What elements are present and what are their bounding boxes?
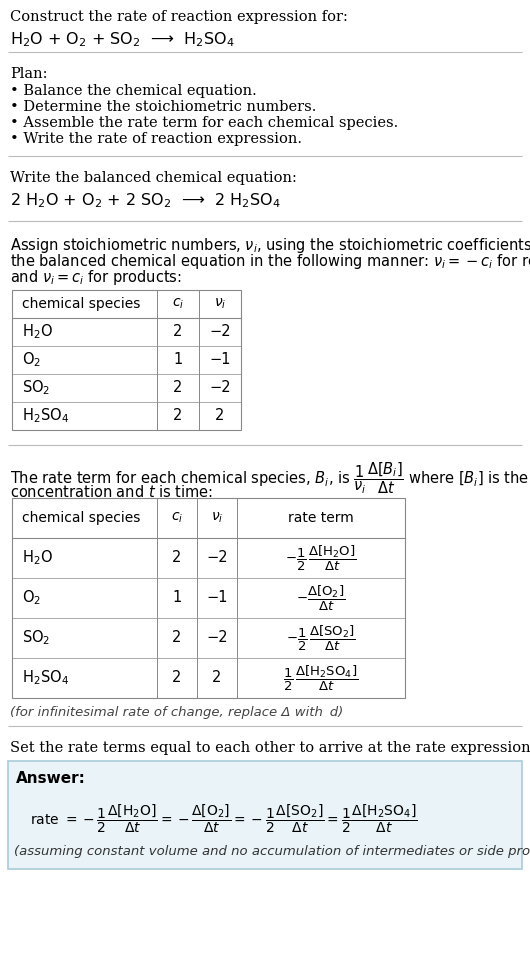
Text: $\dfrac{1}{2}\,\dfrac{\Delta[\mathregular{H_2SO_4}]}{\Delta t}$: $\dfrac{1}{2}\,\dfrac{\Delta[\mathregula…: [284, 663, 359, 693]
Text: chemical species: chemical species: [22, 297, 140, 311]
Text: $\mathregular{SO_2}$: $\mathregular{SO_2}$: [22, 378, 50, 397]
Text: 2: 2: [172, 670, 182, 685]
Text: −2: −2: [209, 380, 231, 396]
Text: $\mathregular{H_2O}$: $\mathregular{H_2O}$: [22, 322, 53, 341]
Text: 2: 2: [172, 630, 182, 646]
Text: chemical species: chemical species: [22, 511, 140, 525]
Text: the balanced chemical equation in the following manner: $\nu_i = -c_i$ for react: the balanced chemical equation in the fo…: [10, 252, 530, 271]
Text: Assign stoichiometric numbers, $\nu_i$, using the stoichiometric coefficients, $: Assign stoichiometric numbers, $\nu_i$, …: [10, 236, 530, 255]
Text: Plan:: Plan:: [10, 67, 48, 81]
Text: $\mathregular{SO_2}$: $\mathregular{SO_2}$: [22, 628, 50, 648]
Text: −2: −2: [206, 630, 228, 646]
Text: 1: 1: [173, 353, 183, 368]
Text: • Assemble the rate term for each chemical species.: • Assemble the rate term for each chemic…: [10, 116, 398, 130]
Text: $\mathregular{H_2O}$ + $\mathregular{O_2}$ + $\mathregular{SO_2}$  ⟶  $\mathregu: $\mathregular{H_2O}$ + $\mathregular{O_2…: [10, 30, 235, 49]
Bar: [12, 290, 241, 430]
Text: The rate term for each chemical species, $B_i$, is $\dfrac{1}{\nu_i}\dfrac{\Delt: The rate term for each chemical species,…: [10, 460, 530, 496]
Text: rate term: rate term: [288, 511, 354, 525]
Text: $\nu_i$: $\nu_i$: [214, 297, 226, 312]
Text: $c_i$: $c_i$: [172, 297, 184, 312]
Text: Construct the rate of reaction expression for:: Construct the rate of reaction expressio…: [10, 10, 348, 24]
Text: (for infinitesimal rate of change, replace Δ with  d): (for infinitesimal rate of change, repla…: [10, 706, 343, 719]
Text: $\mathregular{H_2SO_4}$: $\mathregular{H_2SO_4}$: [22, 668, 69, 687]
Text: $-\dfrac{\Delta[\mathregular{O_2}]}{\Delta t}$: $-\dfrac{\Delta[\mathregular{O_2}]}{\Del…: [296, 583, 346, 612]
Text: Write the balanced chemical equation:: Write the balanced chemical equation:: [10, 171, 297, 185]
Text: • Determine the stoichiometric numbers.: • Determine the stoichiometric numbers.: [10, 100, 316, 114]
Text: −2: −2: [209, 324, 231, 339]
Text: $\nu_i$: $\nu_i$: [211, 511, 223, 525]
Text: $c_i$: $c_i$: [171, 511, 183, 525]
Text: • Balance the chemical equation.: • Balance the chemical equation.: [10, 84, 257, 98]
Text: 2: 2: [172, 551, 182, 565]
Text: (assuming constant volume and no accumulation of intermediates or side products): (assuming constant volume and no accumul…: [14, 845, 530, 858]
Text: $\mathregular{H_2O}$: $\mathregular{H_2O}$: [22, 549, 53, 567]
Text: $-\dfrac{1}{2}\,\dfrac{\Delta[\mathregular{SO_2}]}{\Delta t}$: $-\dfrac{1}{2}\,\dfrac{\Delta[\mathregul…: [286, 623, 356, 653]
Bar: [12, 498, 405, 698]
Text: Answer:: Answer:: [16, 771, 86, 786]
Text: 2: 2: [173, 324, 183, 339]
FancyBboxPatch shape: [8, 761, 522, 869]
Text: $\mathregular{O_2}$: $\mathregular{O_2}$: [22, 589, 41, 608]
Text: −2: −2: [206, 551, 228, 565]
Text: 2: 2: [173, 409, 183, 423]
Text: $\mathregular{H_2SO_4}$: $\mathregular{H_2SO_4}$: [22, 407, 69, 425]
Text: $-\dfrac{1}{2}\,\dfrac{\Delta[\mathregular{H_2O}]}{\Delta t}$: $-\dfrac{1}{2}\,\dfrac{\Delta[\mathregul…: [285, 543, 357, 572]
Text: • Write the rate of reaction expression.: • Write the rate of reaction expression.: [10, 132, 302, 146]
Text: rate $= -\dfrac{1}{2}\dfrac{\Delta[\mathregular{H_2O}]}{\Delta t} = -\dfrac{\Del: rate $= -\dfrac{1}{2}\dfrac{\Delta[\math…: [30, 803, 418, 835]
Text: 2: 2: [173, 380, 183, 396]
Text: 1: 1: [172, 591, 182, 606]
Text: $\mathregular{O_2}$: $\mathregular{O_2}$: [22, 351, 41, 369]
Text: −1: −1: [206, 591, 228, 606]
Text: concentration and $t$ is time:: concentration and $t$ is time:: [10, 484, 213, 500]
Text: Set the rate terms equal to each other to arrive at the rate expression:: Set the rate terms equal to each other t…: [10, 741, 530, 755]
Text: $\mathregular{2\ H_2O}$ + $\mathregular{O_2}$ + $\mathregular{2\ SO_2}$  ⟶  $\ma: $\mathregular{2\ H_2O}$ + $\mathregular{…: [10, 191, 281, 210]
Text: −1: −1: [209, 353, 231, 368]
Text: 2: 2: [215, 409, 225, 423]
Text: 2: 2: [213, 670, 222, 685]
Text: and $\nu_i = c_i$ for products:: and $\nu_i = c_i$ for products:: [10, 268, 182, 287]
